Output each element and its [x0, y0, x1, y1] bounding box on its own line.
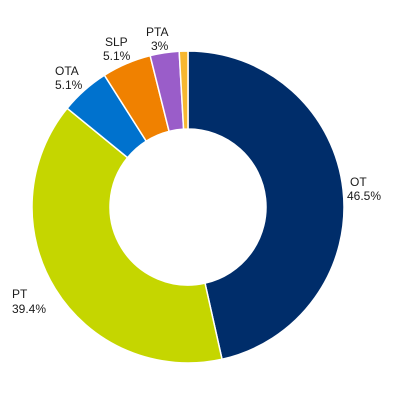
label-pt-value: 39.4%	[12, 302, 46, 316]
slice-other-5	[178, 50, 189, 130]
label-pta-value: 3%	[151, 39, 169, 53]
chart-labels: OT 46.5% PT 39.4% OTA 5.1% SLP 5.1% PTA …	[12, 25, 381, 316]
label-slp-name: SLP	[105, 35, 128, 49]
label-ot-name: OT	[350, 175, 367, 189]
label-pt-name: PT	[12, 287, 28, 301]
label-pta-name: PTA	[146, 25, 168, 39]
chart-slices	[31, 50, 345, 364]
label-slp-value: 5.1%	[103, 49, 131, 63]
label-ota-name: OTA	[55, 64, 79, 78]
label-ota-value: 5.1%	[55, 78, 83, 92]
label-ot-value: 46.5%	[347, 189, 381, 203]
slice-pt-1	[31, 107, 223, 364]
slice-ot-0	[187, 50, 345, 361]
